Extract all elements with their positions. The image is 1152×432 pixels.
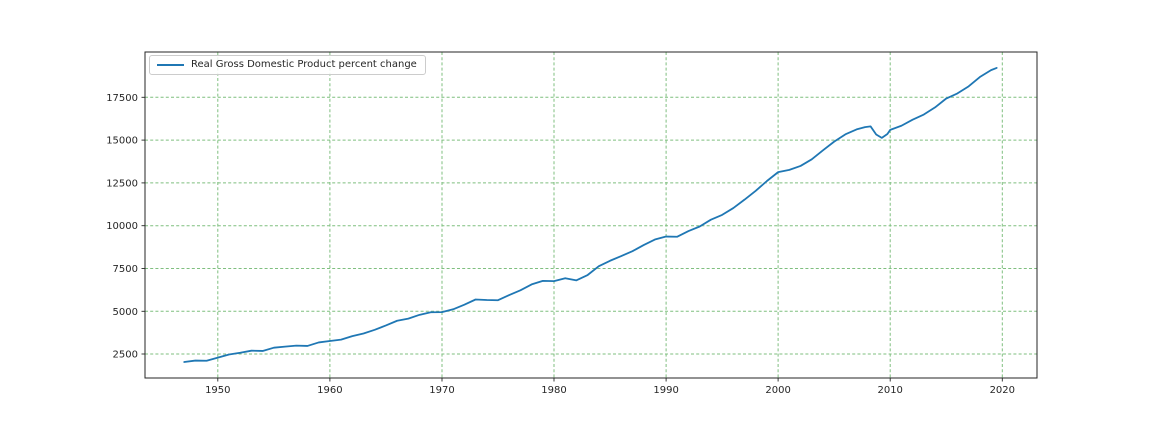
y-tick-label: 17500 [106,93,138,104]
legend-line-sample [157,64,184,66]
legend-label: Real Gross Domestic Product percent chan… [191,59,417,70]
x-tick-label: 1990 [653,385,678,396]
x-tick-label: 1960 [317,385,342,396]
y-tick-label: 2500 [113,350,138,361]
y-tick-label: 7500 [113,264,138,275]
x-tick-label: 2000 [765,385,790,396]
x-tick-label: 2020 [990,385,1015,396]
x-tick-label: 1950 [205,385,230,396]
y-tick-label: 12500 [106,178,138,189]
x-tick-label: 1970 [429,385,454,396]
y-tick-label: 10000 [106,221,138,232]
axes-frame [144,51,1038,379]
y-tick-label: 15000 [106,136,138,147]
legend[interactable]: Real Gross Domestic Product percent chan… [149,55,426,75]
x-tick-label: 2010 [877,385,902,396]
y-tick-label: 5000 [113,307,138,318]
x-tick-label: 1980 [541,385,566,396]
gdp-data-line [183,67,998,363]
